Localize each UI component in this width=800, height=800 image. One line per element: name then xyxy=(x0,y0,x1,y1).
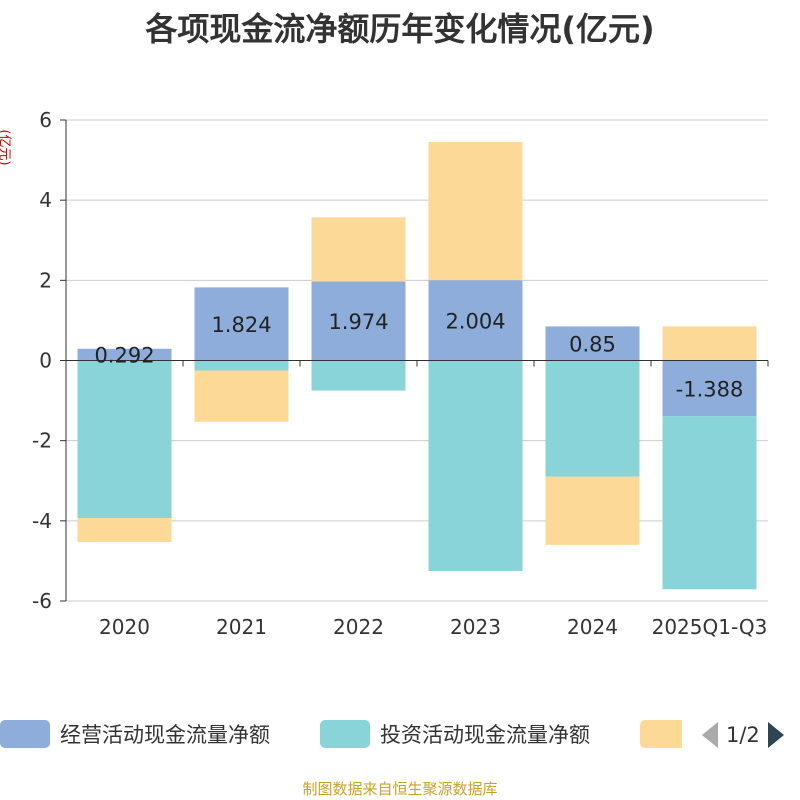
y-tick-label: 4 xyxy=(39,188,52,212)
bar-series0-2020 xyxy=(77,348,172,361)
x-tick-label: 2023 xyxy=(450,615,501,639)
bar-series2-2024 xyxy=(545,476,640,545)
y-tick-label: 2 xyxy=(39,268,52,292)
bar-series1-2024 xyxy=(545,360,640,477)
grid xyxy=(66,119,768,602)
bar-series0-2022 xyxy=(311,281,406,361)
x-tick-label: 2021 xyxy=(216,615,267,639)
data-label: 2.004 xyxy=(445,309,505,333)
bar-series1-2023 xyxy=(428,360,523,571)
bar-series0-2025Q1-Q3 xyxy=(662,360,757,417)
pager-next-icon[interactable] xyxy=(766,720,786,750)
y-tick-label: 6 xyxy=(39,108,52,132)
pager-page: 1/2 xyxy=(726,723,760,747)
bar-series1-2022 xyxy=(311,360,406,391)
data-label: 1.824 xyxy=(211,313,271,337)
data-label: -1.388 xyxy=(676,377,744,401)
legend-item-third[interactable] xyxy=(640,718,682,750)
x-tick-label: 2022 xyxy=(333,615,384,639)
legend-item-operating[interactable]: 经营活动现金流量净额 xyxy=(0,718,270,750)
bar-series2-2022 xyxy=(311,217,406,282)
bar-series1-2025Q1-Q3 xyxy=(662,416,757,590)
legend-label-operating: 经营活动现金流量净额 xyxy=(60,723,270,747)
data-label: 0.85 xyxy=(569,332,616,356)
x-tick-label: 2020 xyxy=(99,615,150,639)
y-tick-label: -4 xyxy=(32,509,52,533)
chart-title: 各项现金流净额历年变化情况(亿元) xyxy=(145,10,655,48)
bar-series0-2023 xyxy=(428,280,523,361)
data-label: 0.292 xyxy=(94,344,154,368)
bar-series2-2021 xyxy=(194,370,289,422)
bar-series2-2025Q1-Q3 xyxy=(662,326,757,361)
x-tick-label: 2024 xyxy=(567,615,618,639)
legend-swatch-third xyxy=(640,720,682,748)
pager-prev-icon[interactable] xyxy=(700,720,720,750)
bar-series1-2020 xyxy=(77,360,172,519)
bar-series1-2021 xyxy=(194,360,289,371)
y-tick-label: -6 xyxy=(32,589,52,613)
data-labels: 0.292 1.824 1.974 2.004 0.85 -1.388 xyxy=(94,309,743,401)
source-note: 制图数据来自恒生聚源数据库 xyxy=(302,780,498,798)
bar-series2-2023 xyxy=(428,141,523,281)
y-tick-label: 0 xyxy=(39,349,52,373)
legend-pager: 1/2 xyxy=(700,720,786,750)
bars xyxy=(77,141,757,590)
bar-series0-2024 xyxy=(545,326,640,361)
axes: 6 4 2 0 -2 -4 -6 2020 2021 2022 2023 2024 2025Q1-Q3 xyxy=(32,108,769,639)
bar-series0-2021 xyxy=(194,287,289,361)
legend-label-investing: 投资活动现金流量净额 xyxy=(380,723,590,747)
x-tick-label: 2025Q1-Q3 xyxy=(652,615,768,639)
y-tick-label: -2 xyxy=(32,429,52,453)
bar-series2-2020 xyxy=(77,518,172,543)
data-label: 1.974 xyxy=(328,310,388,334)
legend-swatch-investing xyxy=(320,720,370,748)
legend-swatch-operating xyxy=(0,720,50,748)
legend-item-investing[interactable]: 投资活动现金流量净额 xyxy=(320,718,590,750)
